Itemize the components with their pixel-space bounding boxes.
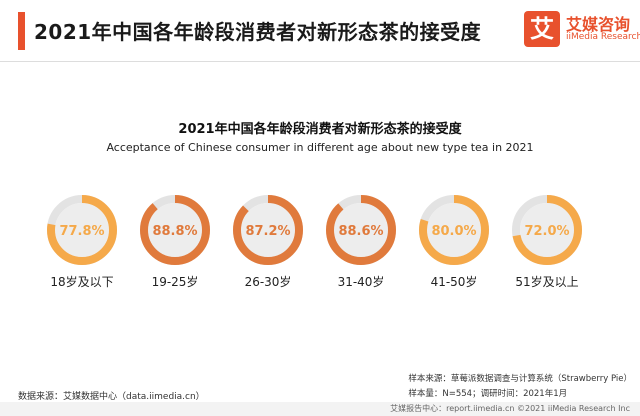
data-source: 数据来源：艾媒数据中心（data.iimedia.cn） <box>18 392 205 402</box>
category-label-4: 41-50岁 <box>431 274 478 289</box>
value-label-4: 80.0% <box>431 224 476 239</box>
value-label-0: 77.8% <box>59 224 104 239</box>
donut-center-3 <box>334 203 388 257</box>
logo-english-name: iiMedia Research <box>566 32 640 42</box>
donut-center-1 <box>148 203 202 257</box>
value-label-1: 88.8% <box>152 224 197 239</box>
chart-subtitle: Acceptance of Chinese consumer in differ… <box>106 141 534 154</box>
donut-arc-2[interactable] <box>233 195 303 265</box>
report-footer: 艾媒报告中心：report.iimedia.cn ©2021 iiMedia R… <box>390 404 630 413</box>
logo-mark-icon: 艾 <box>524 11 560 47</box>
donut-arc-0[interactable] <box>47 195 117 265</box>
category-label-5: 51岁及以上 <box>515 274 578 289</box>
logo-chinese-name: 艾媒咨询 <box>566 15 631 34</box>
donut-center-5 <box>520 203 574 257</box>
sample-info: 样本量：N=554；调研时间：2021年1月 <box>408 389 568 399</box>
category-label-2: 26-30岁 <box>245 274 292 289</box>
donut-center-2 <box>241 203 295 257</box>
donut-arc-4[interactable] <box>419 195 489 265</box>
donut-arc-3[interactable] <box>326 195 396 265</box>
donut-arc-1[interactable] <box>140 195 210 265</box>
donut-center-0 <box>55 203 109 257</box>
sample-notes: 样本来源：草莓派数据调查与计算系统（Strawberry Pie） 样本量：N=… <box>408 372 632 402</box>
title-accent-bar <box>18 12 25 50</box>
sample-source: 样本来源：草莓派数据调查与计算系统（Strawberry Pie） <box>408 374 632 384</box>
donut-center-4 <box>427 203 481 257</box>
donut-arc-5[interactable] <box>512 195 582 265</box>
page-title: 2021年中国各年龄段消费者对新形态茶的接受度 <box>34 20 482 44</box>
value-label-3: 88.6% <box>338 224 383 239</box>
header-divider <box>0 61 640 62</box>
header: 2021年中国各年龄段消费者对新形态茶的接受度 艾 艾媒咨询 iiMedia R… <box>0 0 640 62</box>
acceptance-donut-chart: 77.8% 18岁及以下 88.8% 19-25岁 87.2% 26-30岁 88.6% 31… <box>47 195 582 289</box>
category-label-1: 19-25岁 <box>152 274 199 289</box>
category-label-3: 31-40岁 <box>338 274 385 289</box>
category-label-0: 18岁及以下 <box>50 274 113 289</box>
iimedia-logo[interactable]: 艾 艾媒咨询 iiMedia Research <box>524 11 640 53</box>
footer-band <box>0 402 640 416</box>
chart-title: 2021年中国各年龄段消费者对新形态茶的接受度 <box>178 122 462 137</box>
value-label-5: 72.0% <box>524 224 569 239</box>
value-label-2: 87.2% <box>245 224 290 239</box>
